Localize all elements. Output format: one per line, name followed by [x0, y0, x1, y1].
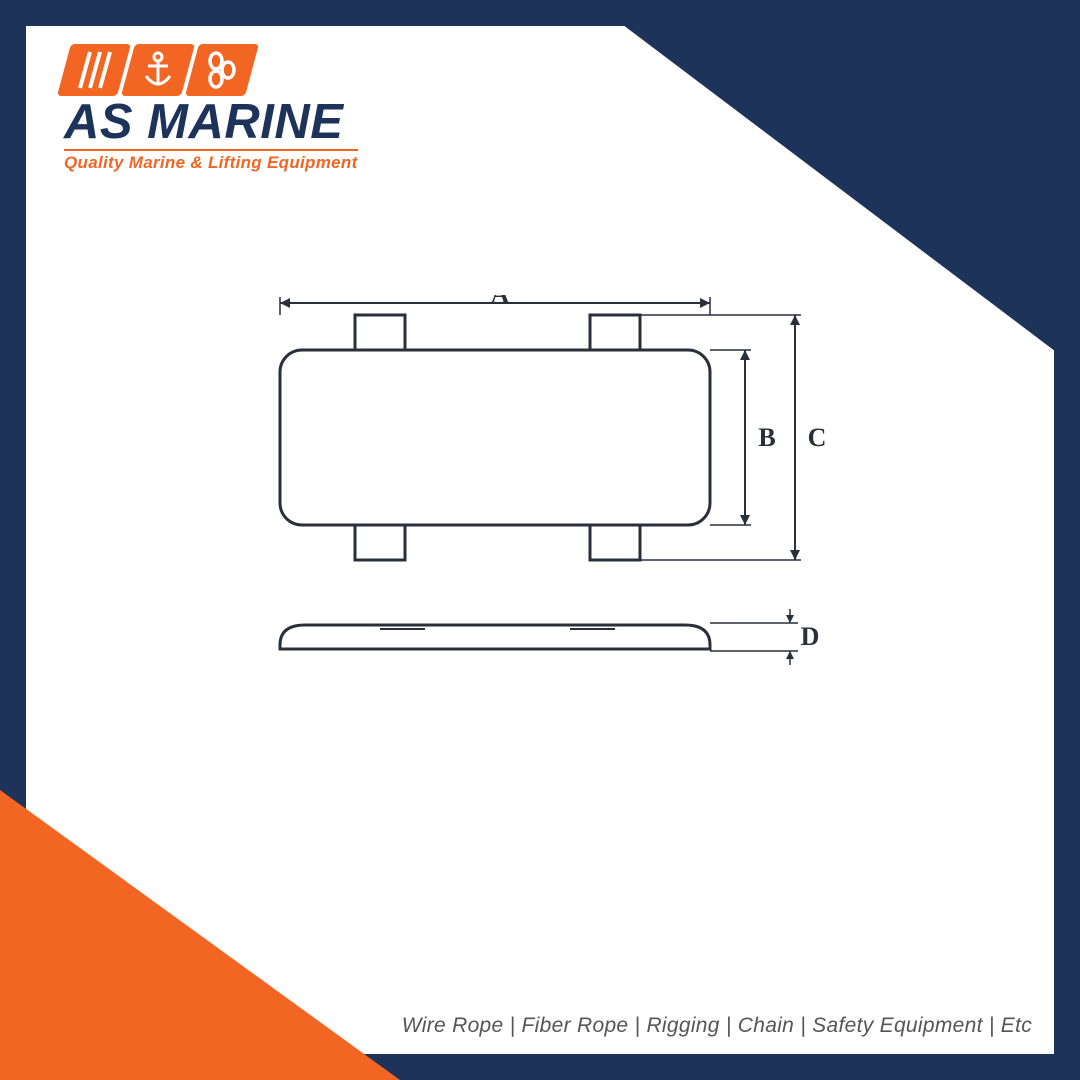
svg-text:D: D — [801, 622, 820, 651]
svg-text:A: A — [491, 295, 510, 309]
svg-text:B: B — [758, 423, 775, 452]
chain-icon — [185, 44, 259, 96]
brand-tagline: Quality Marine & Lifting Equipment — [64, 149, 358, 173]
anchor-icon — [121, 44, 195, 96]
brand-name: AS MARINE — [64, 98, 358, 147]
dimension-diagram: A B C D — [250, 295, 860, 705]
corner-bottom-left — [0, 790, 400, 1080]
footer-categories: Wire Rope | Fiber Rope | Rigging | Chain… — [402, 1014, 1032, 1038]
brand-logo: AS MARINE Quality Marine & Lifting Equip… — [64, 44, 358, 173]
svg-text:C: C — [808, 423, 827, 452]
logo-icon-row — [64, 44, 358, 96]
rope-icon — [57, 44, 131, 96]
